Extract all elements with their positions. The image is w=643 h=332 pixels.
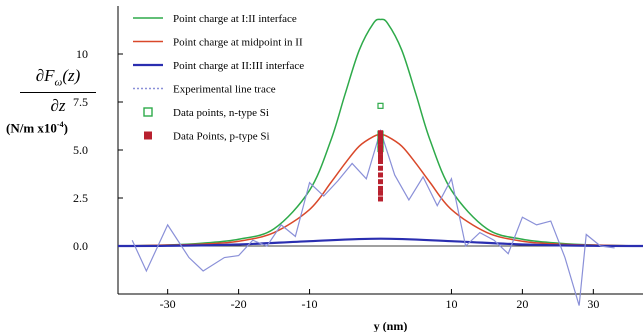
- legend-item: Point charge at II:III interface: [133, 60, 304, 72]
- x-tick-label: -20: [231, 297, 247, 311]
- legend-swatch: [144, 108, 152, 116]
- series-data-points-p-type-si-point: [378, 179, 383, 184]
- series-data-points-p-type-si-point: [378, 135, 383, 140]
- legend-label: Point charge at midpoint in II: [173, 37, 303, 49]
- legend-item: Point charge at I:II interface: [133, 13, 297, 25]
- series-point-charge-at-ii-iii-interface-line: [118, 239, 643, 246]
- legend-label: Data points, n-type Si: [173, 107, 269, 119]
- series-data-points-p-type-si-point: [378, 191, 383, 196]
- x-tick-label: 30: [587, 297, 599, 311]
- legend-label: Data Points, p-type Si: [173, 131, 270, 143]
- legend-label: Point charge at I:II interface: [173, 13, 297, 25]
- y-tick-label: 0.0: [73, 239, 88, 253]
- legend-item: Point charge at midpoint in II: [133, 37, 303, 49]
- legend-item: Experimental line trace: [133, 84, 276, 96]
- series-data-points-n-type-si-point: [378, 103, 383, 108]
- x-tick-label: 10: [445, 297, 457, 311]
- series-data-points-p-type-si-point: [378, 130, 383, 135]
- series-data-points-p-type-si-point: [378, 186, 383, 191]
- y-tick-label: 7.5: [73, 95, 88, 109]
- series-data-points-p-type-si-point: [378, 159, 383, 164]
- legend-item: Data Points, p-type Si: [144, 131, 270, 143]
- legend-item: Data points, n-type Si: [144, 107, 269, 119]
- series-data-points-p-type-si-point: [378, 140, 383, 145]
- legend-label: Experimental line trace: [173, 84, 276, 96]
- series-data-points-p-type-si-point: [378, 149, 383, 154]
- x-tick-label: -10: [302, 297, 318, 311]
- series-data-points-p-type-si-point: [378, 145, 383, 150]
- y-tick-label: 2.5: [73, 191, 88, 205]
- x-tick-label: 20: [516, 297, 528, 311]
- series-data-points-p-type-si-point: [378, 154, 383, 159]
- legend-swatch: [144, 132, 152, 140]
- legend-label: Point charge at II:III interface: [173, 60, 304, 72]
- x-tick-label: -30: [160, 297, 176, 311]
- series-data-points-p-type-si-point: [378, 166, 383, 171]
- y-tick-label: 10: [76, 47, 88, 61]
- x-axis-title: y (nm): [374, 319, 408, 332]
- series-data-points-p-type-si-point: [378, 172, 383, 177]
- y-tick-label: 5.0: [73, 143, 88, 157]
- legend: Point charge at I:II interface Point char…: [133, 13, 304, 143]
- series-data-points-p-type-si-point: [378, 196, 383, 201]
- series-experimental-line-trace-line: [132, 131, 614, 306]
